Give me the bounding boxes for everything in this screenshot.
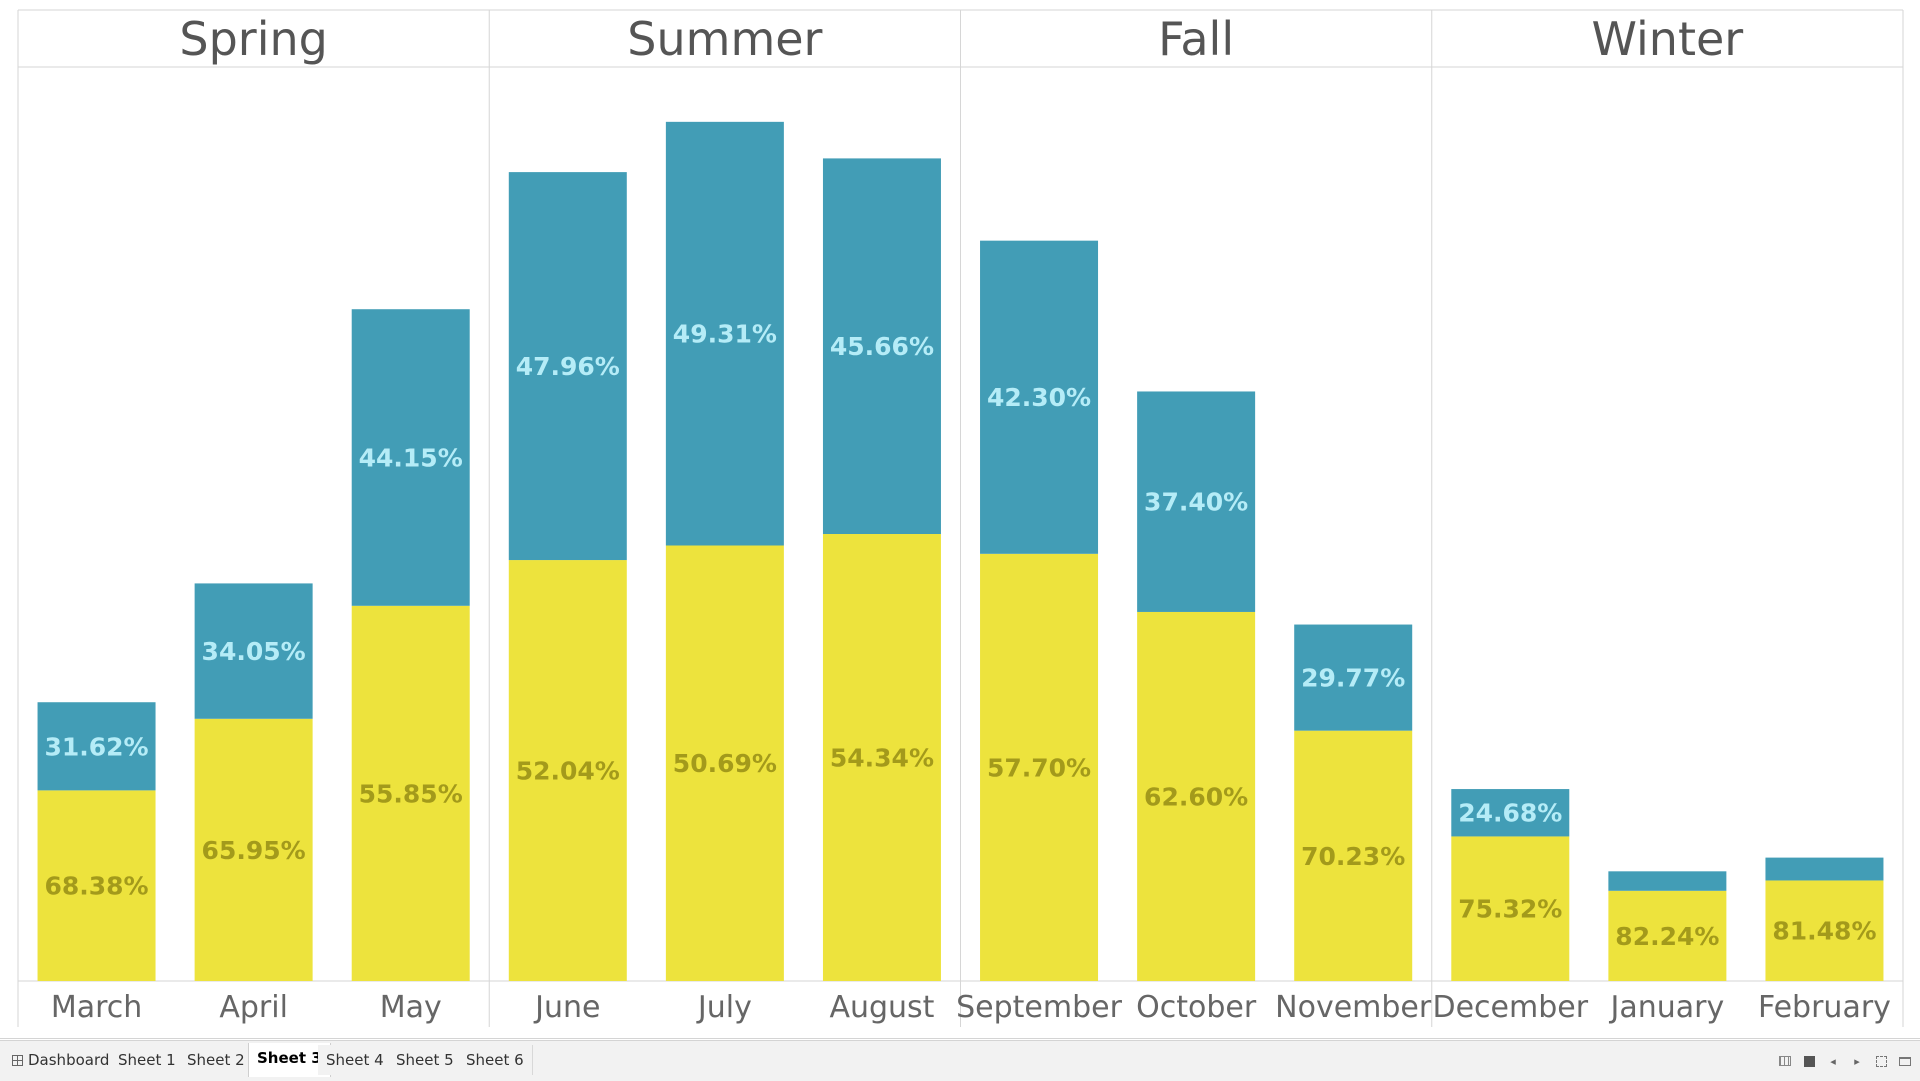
data-label: 54.34% — [830, 743, 934, 772]
bar-bottom-segment — [194, 718, 313, 981]
data-label: 31.62% — [44, 732, 148, 761]
data-label: 44.15% — [359, 444, 463, 473]
bar-top-segment — [980, 240, 1099, 554]
season-header-fall: Fall — [1158, 12, 1234, 66]
data-label: 55.85% — [359, 779, 463, 808]
month-label-february: February — [1758, 990, 1891, 1025]
month-label-january: January — [1609, 990, 1725, 1025]
month-label-november: November — [1275, 990, 1432, 1025]
bar-top-segment — [1765, 857, 1884, 881]
month-label-october: October — [1136, 990, 1257, 1025]
bar-bottom-segment — [1137, 611, 1256, 981]
data-label: 45.66% — [830, 332, 934, 361]
data-label: 47.96% — [516, 352, 620, 381]
presentation-mode-icon[interactable] — [1898, 1054, 1912, 1068]
data-label: 75.32% — [1458, 895, 1562, 924]
previous-sheet-icon[interactable]: ◂ — [1830, 1054, 1836, 1068]
next-sheet-icon[interactable]: ▸ — [1854, 1054, 1860, 1068]
bar-top-segment — [1294, 624, 1413, 731]
bar-bottom-segment — [1294, 730, 1413, 981]
month-label-may: May — [380, 990, 442, 1025]
tab-dashboard[interactable]: Dashboard — [4, 1045, 119, 1075]
tab-label: Sheet 1 — [118, 1051, 176, 1069]
bar-top-segment — [822, 158, 941, 534]
season-header-summer: Summer — [627, 12, 822, 66]
tab-sheet-4[interactable]: Sheet 4 — [318, 1045, 393, 1075]
data-label: 42.30% — [987, 383, 1091, 412]
data-label: 70.23% — [1301, 842, 1405, 871]
bar-bottom-segment — [37, 790, 156, 981]
data-label: 50.69% — [673, 749, 777, 778]
bar-bottom-segment — [665, 545, 784, 981]
chart-area: Spring Summer Fall Winter 31.62% 68.38% March 3… — [0, 9, 1920, 1039]
month-label-july: July — [696, 990, 752, 1025]
season-header-winter: Winter — [1592, 12, 1744, 66]
stacked-bar-chart: Spring Summer Fall Winter 31.62% 68.38% March 3… — [17, 9, 1904, 1027]
tab-label: Sheet 3 — [257, 1049, 322, 1067]
bar-top-segment — [37, 702, 156, 791]
month-label-march: March — [51, 990, 142, 1025]
month-label-september: September — [956, 990, 1122, 1025]
data-label: 68.38% — [44, 872, 148, 901]
bar-top-segment — [351, 309, 470, 606]
tab-sheet-5[interactable]: Sheet 5 — [388, 1045, 463, 1075]
sheet-navigation-controls: ◂ ▸ — [1778, 1051, 1912, 1071]
bar-bottom-segment — [1765, 880, 1884, 981]
tab-sheet-6[interactable]: Sheet 6 — [458, 1045, 533, 1075]
data-label: 57.70% — [987, 753, 1091, 782]
tab-sheet-1[interactable]: Sheet 1 — [110, 1045, 185, 1075]
bar-top-segment — [1137, 391, 1256, 612]
month-label-december: December — [1433, 990, 1589, 1025]
tab-label: Sheet 2 — [187, 1051, 245, 1069]
data-label: 52.04% — [516, 757, 620, 786]
tab-label: Sheet 5 — [396, 1051, 454, 1069]
season-header-spring: Spring — [179, 12, 327, 66]
data-label: 62.60% — [1144, 782, 1248, 811]
data-label: 37.40% — [1144, 488, 1248, 517]
bar-top-segment — [508, 172, 627, 561]
bar-top-segment — [1451, 789, 1570, 837]
tab-label: Sheet 4 — [326, 1051, 384, 1069]
data-label: 34.05% — [202, 637, 306, 666]
data-label: 29.77% — [1301, 664, 1405, 693]
fullscreen-icon[interactable] — [1874, 1054, 1888, 1068]
data-label: 24.68% — [1458, 799, 1562, 828]
data-label: 82.24% — [1615, 922, 1719, 951]
data-label: 65.95% — [202, 836, 306, 865]
month-label-august: August — [829, 990, 934, 1025]
grid-view-icon[interactable] — [1778, 1054, 1792, 1068]
bar-bottom-segment — [1608, 890, 1727, 981]
data-label: 49.31% — [673, 320, 777, 349]
square-view-icon[interactable] — [1802, 1054, 1816, 1068]
bar-top-segment — [665, 121, 784, 546]
sheet-tab-bar: Dashboard Sheet 1 Sheet 2 Sheet 3 Sheet … — [0, 1040, 1920, 1081]
bar-bottom-segment — [822, 533, 941, 981]
tab-sheet-3[interactable]: Sheet 3 — [248, 1043, 331, 1077]
tab-label: Sheet 6 — [466, 1051, 524, 1069]
bar-bottom-segment — [351, 605, 470, 981]
month-label-june: June — [533, 990, 600, 1025]
month-label-april: April — [219, 990, 288, 1025]
dashboard-icon — [12, 1055, 23, 1066]
tab-sheet-2[interactable]: Sheet 2 — [179, 1045, 254, 1075]
bar-bottom-segment — [1451, 836, 1570, 981]
bar-top-segment — [194, 583, 313, 719]
bar-bottom-segment — [980, 553, 1099, 981]
data-label: 81.48% — [1772, 917, 1876, 946]
tab-label: Dashboard — [28, 1051, 110, 1069]
bar-bottom-segment — [508, 560, 627, 981]
bar-top-segment — [1608, 871, 1727, 891]
